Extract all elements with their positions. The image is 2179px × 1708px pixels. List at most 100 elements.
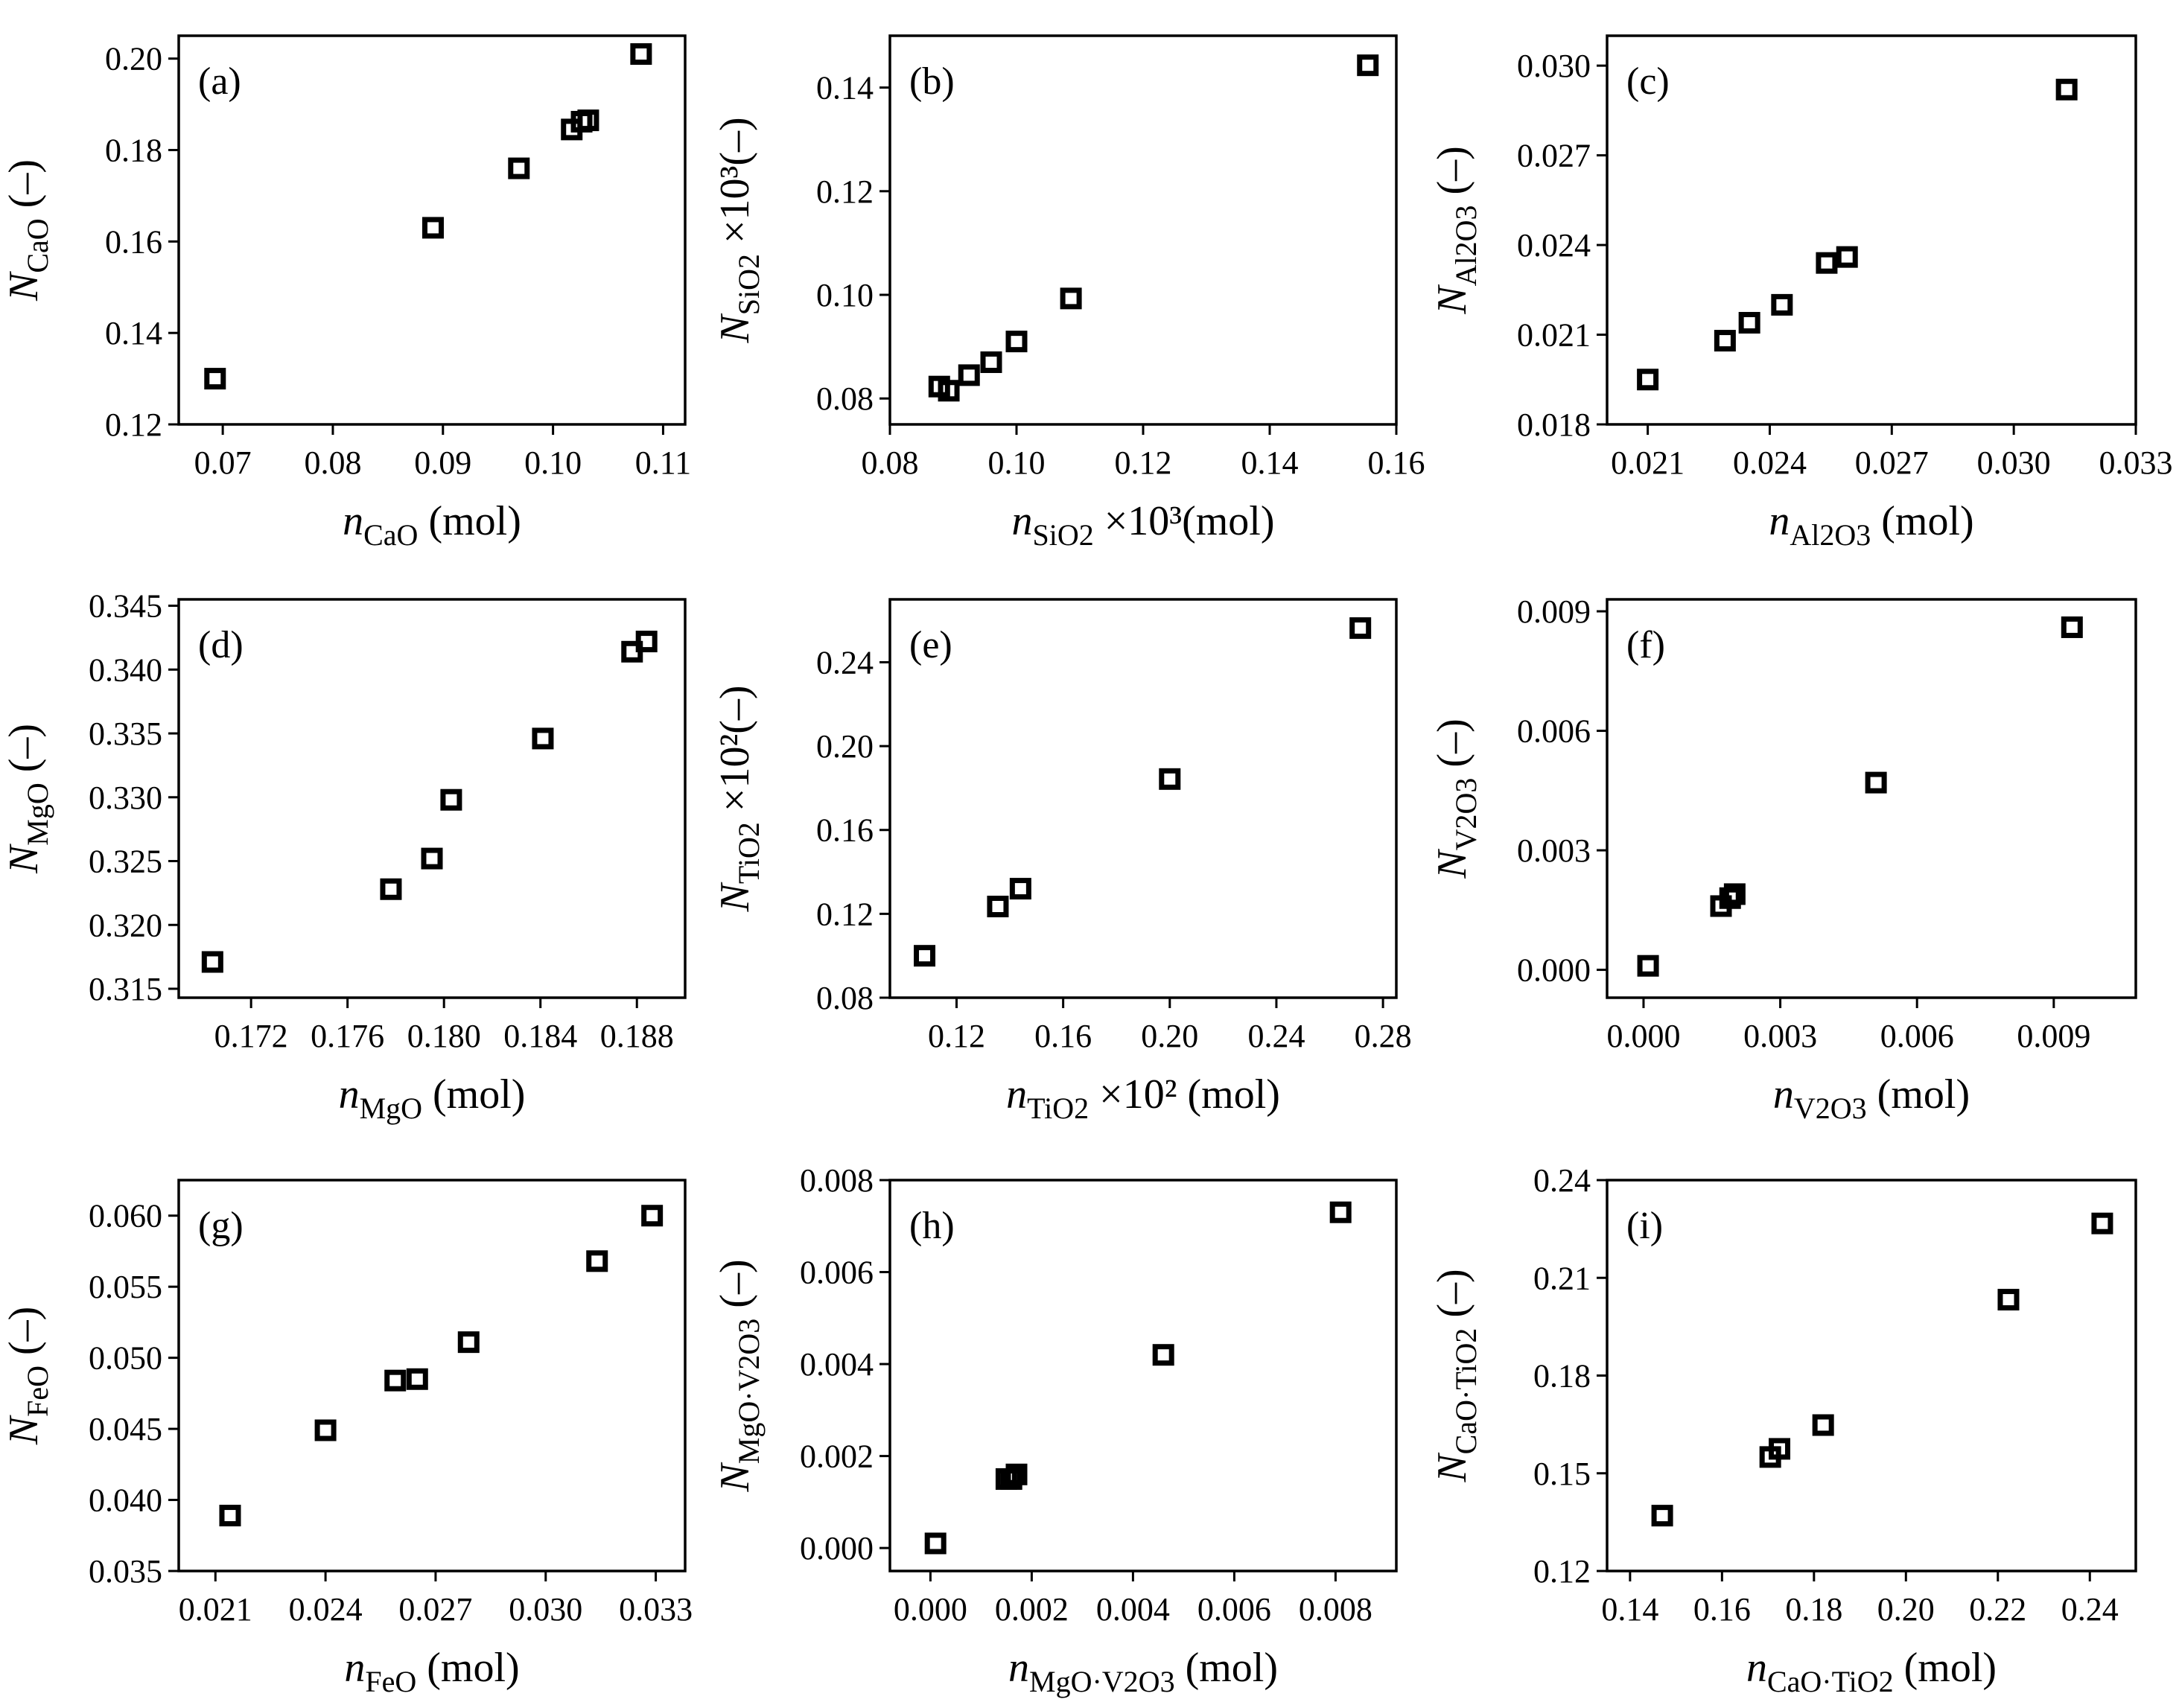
plot-frame	[1606, 598, 2137, 999]
data-point	[1651, 1505, 1673, 1527]
x-tick-label: 0.030	[509, 1591, 582, 1628]
y-tick-label: 0.12	[105, 407, 162, 443]
y-axis-label: NTiO2 ×10²(–)	[712, 685, 766, 912]
x-tick-label: 0.006	[1880, 1018, 1954, 1054]
x-tick-label: 0.08	[862, 444, 919, 481]
panel-a: 0.07 0.08 0.09 0.10 0.11 0.12 0.14 0.16 0.18 0.20…	[1, 34, 691, 552]
data-point	[1000, 1468, 1022, 1490]
y-tick-label: 0.345	[89, 588, 162, 625]
x-axis-label: nAl2O3 (mol)	[1769, 498, 1973, 552]
panel-h: 0.000 0.002 0.004 0.006 0.008 0.000 0.002 0.004…	[712, 1162, 1398, 1698]
x-tick-label: 0.24	[1247, 1018, 1305, 1054]
x-tick-label: 0.033	[619, 1591, 693, 1628]
x-tick-label: 0.176	[311, 1018, 384, 1054]
data-point	[1159, 768, 1181, 790]
data-point	[1637, 369, 1659, 391]
data-point	[406, 1368, 428, 1390]
x-tick-label: 0.16	[1368, 444, 1425, 481]
data-point	[1637, 955, 1659, 977]
panel-label: (i)	[1626, 1205, 1663, 1247]
y-tick-label: 0.20	[816, 728, 874, 765]
panel-label: (f)	[1626, 624, 1665, 666]
y-tick-label: 0.018	[1517, 407, 1591, 443]
panel-d: 0.172 0.176 0.180 0.184 0.188 0.315 0.320 0.325…	[1, 588, 687, 1125]
x-tick-label: 0.20	[1877, 1591, 1935, 1628]
plot-frame	[177, 598, 687, 999]
data-point	[1329, 1201, 1352, 1223]
data-point	[635, 631, 658, 653]
y-tick-label: 0.10	[816, 277, 874, 313]
x-tick-label: 0.033	[2099, 444, 2173, 481]
data-point	[938, 380, 960, 402]
data-point	[440, 788, 462, 811]
panel-e: 0.12 0.16 0.20 0.24 0.28 0.08 0.12 0.16 0.20 0.24…	[712, 598, 1412, 1125]
plot-frame	[1606, 1179, 2137, 1572]
y-axis-label: NAl2O3 (–)	[1429, 146, 1483, 315]
data-point	[924, 1532, 947, 1555]
y-tick-label: 0.08	[816, 380, 874, 417]
data-point	[1009, 878, 1031, 900]
y-tick-label: 0.000	[1517, 952, 1591, 989]
data-point	[1349, 617, 1372, 640]
y-tick-label: 0.12	[816, 173, 874, 210]
y-tick-label: 0.009	[1517, 593, 1591, 630]
y-tick-label: 0.004	[800, 1346, 874, 1383]
y-tick-label: 0.035	[89, 1553, 162, 1590]
y-tick-label: 0.12	[1533, 1553, 1591, 1590]
x-tick-label: 0.030	[1977, 444, 2051, 481]
y-tick-label: 0.16	[816, 812, 874, 849]
y-axis-label: NCaO·TiO2 (–)	[1429, 1269, 1483, 1482]
y-tick-label: 0.18	[1533, 1358, 1591, 1395]
data-point	[987, 896, 1009, 918]
x-tick-label: 0.184	[503, 1018, 577, 1054]
x-axis-label: nSiO2 ×10³(mol)	[1011, 498, 1274, 552]
y-tick-label: 0.12	[816, 896, 874, 932]
plot-frame	[888, 1179, 1398, 1572]
y-tick-label: 0.330	[89, 780, 162, 816]
data-point	[314, 1419, 337, 1441]
y-tick-label: 0.003	[1517, 832, 1591, 869]
data-point	[1836, 246, 1858, 268]
x-tick-label: 0.021	[179, 1591, 252, 1628]
x-tick-label: 0.024	[289, 1591, 363, 1628]
y-tick-label: 0.20	[105, 41, 162, 77]
data-point	[204, 368, 226, 390]
data-point	[958, 364, 980, 386]
x-tick-label: 0.002	[995, 1591, 1069, 1628]
y-tick-label: 0.027	[1517, 138, 1591, 174]
plot-frame	[1606, 34, 2137, 426]
x-tick-label: 0.003	[1743, 1018, 1817, 1054]
y-tick-label: 0.24	[1533, 1162, 1591, 1199]
x-tick-label: 0.18	[1785, 1591, 1842, 1628]
panel-label: (d)	[198, 624, 244, 666]
x-tick-label: 0.10	[524, 444, 582, 481]
x-tick-label: 0.28	[1355, 1018, 1412, 1054]
x-tick-label: 0.009	[2017, 1018, 2090, 1054]
y-tick-label: 0.14	[816, 70, 874, 106]
y-axis-label: NCaO (–)	[1, 159, 54, 302]
data-point	[2055, 78, 2078, 101]
x-axis-label: nMgO·V2O3 (mol)	[1008, 1645, 1278, 1698]
data-point	[1997, 1289, 2020, 1311]
y-tick-label: 0.050	[89, 1340, 162, 1377]
data-point	[2091, 1212, 2113, 1234]
x-tick-label: 0.24	[2061, 1591, 2119, 1628]
data-point	[980, 351, 1002, 373]
x-axis-label: nFeO (mol)	[344, 1645, 519, 1698]
y-tick-label: 0.040	[89, 1482, 162, 1519]
x-tick-label: 0.16	[1693, 1591, 1751, 1628]
y-tick-label: 0.315	[89, 971, 162, 1007]
x-tick-label: 0.027	[398, 1591, 472, 1628]
y-tick-label: 0.024	[1517, 227, 1591, 264]
panel-label: (h)	[909, 1205, 955, 1247]
data-point	[1812, 1414, 1834, 1436]
data-point	[1769, 1438, 1791, 1460]
data-point	[201, 951, 223, 973]
y-tick-label: 0.006	[1517, 713, 1591, 750]
data-point	[1771, 293, 1793, 316]
data-point	[577, 109, 599, 132]
x-tick-label: 0.008	[1299, 1591, 1372, 1628]
data-point	[2061, 616, 2083, 638]
data-point	[508, 157, 530, 179]
y-axis-label: NSiO2 ×10³(–)	[712, 117, 766, 343]
